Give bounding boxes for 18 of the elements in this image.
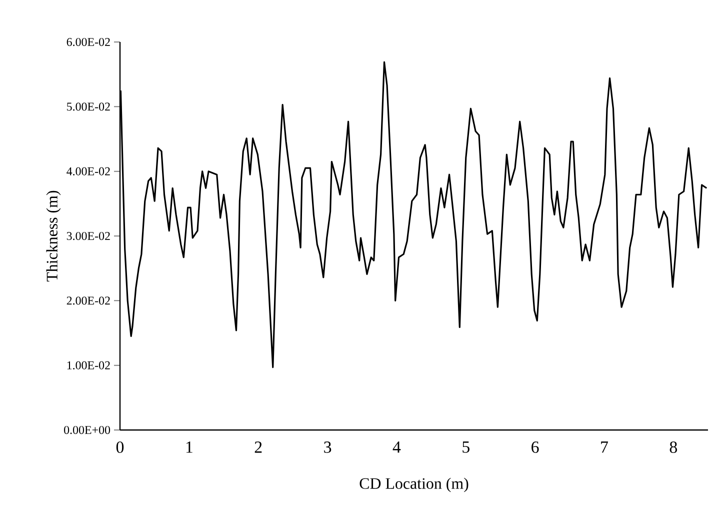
y-tick-label: 6.00E-02 (66, 38, 110, 46)
y-axis-title: Thickness (m) (46, 190, 61, 282)
x-tick-label: 7 (601, 441, 608, 453)
x-axis-title: CD Location (m) (360, 478, 468, 492)
y-tick-label: 5.00E-02 (67, 102, 110, 111)
x-tick-label: 4 (392, 441, 401, 453)
x-tick-label: 0 (116, 441, 124, 453)
y-tick-label: 3.00E-02 (66, 232, 110, 240)
y-tick-label: 0.00E+00 (64, 426, 110, 434)
y-tick-label: 4.00E-02 (66, 167, 110, 176)
x-tick-label: 3 (324, 441, 332, 453)
y-tick-label: 1.00E-02 (67, 361, 110, 370)
y-tick-label: 2.00E-02 (66, 296, 110, 305)
x-tick-label: 1 (186, 441, 192, 453)
x-tick-label: 8 (670, 441, 678, 453)
x-tick-label: 2 (254, 441, 262, 453)
x-tick-label: 6 (532, 441, 539, 453)
x-tick-label: 5 (462, 441, 470, 453)
